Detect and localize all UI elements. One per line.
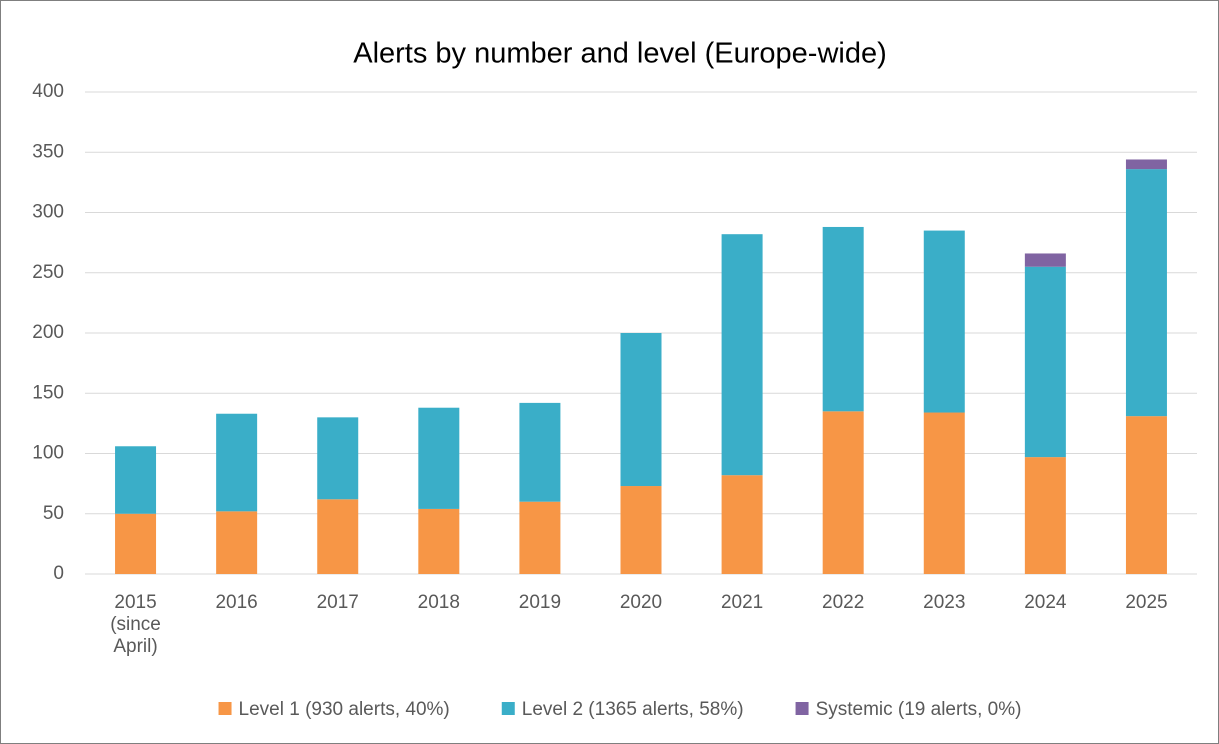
legend-swatch xyxy=(501,702,515,715)
bar-segment xyxy=(620,486,662,574)
x-tick-label: 2020 xyxy=(619,592,663,613)
bar-segment xyxy=(721,475,763,574)
bar-segment xyxy=(418,508,460,574)
bar-segment xyxy=(721,234,763,476)
y-tick-label: 250 xyxy=(32,262,64,283)
legend-swatch xyxy=(795,702,809,715)
bar-segment xyxy=(923,412,965,574)
y-tick-label: 0 xyxy=(53,563,64,584)
legend-label: Level 1 (930 alerts, 40%) xyxy=(239,699,450,720)
bar-segment xyxy=(317,417,359,500)
x-tick-label: 2015 (since April) xyxy=(110,592,161,657)
bar-segment xyxy=(1024,253,1066,267)
y-tick-label: 50 xyxy=(43,503,64,524)
bar-segment xyxy=(317,499,359,574)
bar-segment xyxy=(822,411,864,574)
bar-segment xyxy=(1125,169,1167,417)
bar-segment xyxy=(216,413,258,512)
x-tick-label: 2024 xyxy=(1024,592,1067,613)
y-tick-label: 300 xyxy=(32,202,64,223)
legend-swatch xyxy=(218,702,232,715)
bar-segment xyxy=(923,230,965,413)
chart-title: Alerts by number and level (Europe-wide) xyxy=(353,38,887,70)
x-tick-label: 2016 xyxy=(215,592,258,613)
bar-segment xyxy=(519,501,561,574)
y-tick-label: 150 xyxy=(32,382,64,403)
bar-segment xyxy=(620,333,662,487)
bar-segment xyxy=(519,402,561,502)
y-tick-label: 200 xyxy=(32,322,64,343)
bar-segment xyxy=(115,446,157,514)
x-tick-label: 2018 xyxy=(417,592,460,613)
bar-segment xyxy=(115,513,157,574)
x-tick-label: 2023 xyxy=(923,592,966,613)
x-tick-label: 2017 xyxy=(316,592,359,613)
bar-segment xyxy=(1024,457,1066,574)
bar-segment xyxy=(216,511,258,574)
bar-segment xyxy=(418,407,460,509)
bar-segment xyxy=(1125,416,1167,574)
x-tick-label: 2025 xyxy=(1125,592,1168,613)
y-tick-label: 350 xyxy=(32,141,64,162)
x-tick-label: 2019 xyxy=(518,592,562,613)
y-tick-label: 100 xyxy=(32,443,64,464)
legend-label: Systemic (19 alerts, 0%) xyxy=(816,699,1022,720)
legend-label: Level 2 (1365 alerts, 58%) xyxy=(522,699,744,720)
bar-segment xyxy=(1024,266,1066,458)
y-tick-label: 400 xyxy=(32,81,64,102)
bar-segment xyxy=(1125,159,1167,170)
bar-segment xyxy=(822,226,864,412)
x-tick-label: 2022 xyxy=(822,592,865,613)
x-tick-label: 2021 xyxy=(720,592,764,613)
